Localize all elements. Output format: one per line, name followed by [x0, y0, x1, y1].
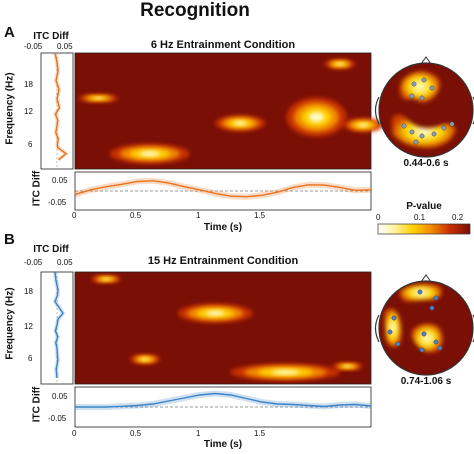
- panel-b-time-tick-05: 0.5: [130, 429, 142, 438]
- panel-a-electrode-10: [449, 121, 455, 127]
- panel-b-frequency-label: Frequency (Hz): [4, 287, 16, 360]
- panel-b-itc-diff-tick-neg: -0.05: [24, 258, 43, 267]
- panel-a-topo-posterior-cluster: [392, 114, 456, 148]
- panel-a-condition-title: 6 Hz Entrainment Condition: [150, 39, 296, 51]
- panel-a-electrode-7: [419, 133, 425, 139]
- panel-b-electrode-7: [437, 345, 443, 351]
- panel-a-heatmap-blob-2-layer-3: [308, 112, 324, 122]
- panel-b-electrode-8: [419, 347, 425, 353]
- panel-a-freq-tick-6: 6: [28, 140, 33, 149]
- panel-a-itc-y-tick-neg: -0.05: [48, 198, 67, 207]
- panel-b-topo-outline: [378, 280, 474, 376]
- panel-b-heatmap-blob-3-layer-3: [343, 365, 352, 368]
- panel-b-topoplot: [374, 274, 474, 376]
- panel-a-itc-diff-label: ITC Diff: [33, 31, 69, 42]
- panel-a-time-label: Time (s): [203, 222, 243, 233]
- panel-b-topo-left-cluster: [384, 308, 402, 348]
- panel-a-topo-electrodes: [401, 77, 455, 145]
- panel-a-electrode-3: [409, 93, 415, 99]
- panel-a-time-tick-05: 0.5: [130, 211, 142, 220]
- panel-a-heatmap-blob-4-layer-3: [336, 62, 344, 66]
- panel-a-itc-diff-tick-neg: -0.05: [24, 42, 43, 51]
- panel-b-itc-profile-line: [54, 271, 64, 379]
- panel-b-letter: B: [4, 231, 15, 248]
- panel-a-itc-diff-tick-pos: 0.05: [57, 42, 73, 51]
- panel-b-electrode-0: [417, 289, 423, 295]
- panel-b-topo-center-cluster: [411, 323, 443, 353]
- panel-a-electrode-9: [441, 125, 447, 131]
- panel-b-time-label: Time (s): [203, 439, 243, 450]
- panel-b-time-tick-0: 0: [72, 429, 77, 438]
- panel-b-itc-y-tick-neg: -0.05: [48, 414, 67, 423]
- colorbar-tick-02: 0.2: [452, 213, 464, 222]
- panel-a-time-tick-15: 1.5: [254, 211, 266, 220]
- panel-a-topo-left-ear: [374, 96, 380, 125]
- panel-a-heatmap-blob-3-layer-3: [358, 123, 369, 127]
- panel-a-electrode-8: [431, 131, 437, 137]
- panel-a-electrode-11: [413, 139, 419, 145]
- panel-b-condition-title: 15 Hz Entrainment Condition: [147, 255, 299, 267]
- panel-b-topo-nose: [420, 274, 432, 283]
- colorbar-label: P-value: [406, 201, 442, 212]
- panel-b-heatmap-blob-2-layer-3: [141, 358, 149, 361]
- panel-a-itc-profile-band: [53, 52, 70, 162]
- panel-a-topoplot: [374, 56, 474, 158]
- panel-b-freq-tick-18: 18: [24, 287, 33, 296]
- panel-a-letter: A: [4, 24, 15, 41]
- panel-a-itc-profile-line: [54, 52, 68, 161]
- colorbar-tick-0: 0: [376, 213, 381, 222]
- panel-a-time-tick-1: 1: [196, 211, 201, 220]
- panel-a-topo-outline: [378, 62, 474, 158]
- panel-a-electrode-2: [429, 85, 435, 91]
- panel-b-itc-diff-label: ITC Diff: [33, 244, 69, 255]
- panel-a-freq-tick-18: 18: [24, 80, 33, 89]
- panel-b-timecourse-line: [75, 392, 372, 408]
- panel-b-electrode-4: [395, 341, 401, 347]
- panel-b-time-tick-15: 1.5: [254, 429, 266, 438]
- panel-a-topo-label: 0.44-0.6 s: [403, 158, 449, 169]
- panel-b-topo-electrodes: [387, 289, 443, 353]
- panel-b-heatmap-blobs: [91, 275, 363, 381]
- panel-b-topo-label: 0.74-1.06 s: [400, 376, 452, 387]
- colorbar-tick-01: 0.1: [414, 213, 426, 222]
- panel-b-heatmap-blob-1-layer-3: [271, 370, 300, 375]
- colorbar-gradient: [377, 223, 471, 235]
- panel-b-heatmap-bg: [74, 271, 372, 385]
- panel-b-electrode-3: [387, 329, 393, 335]
- panel-a-topo-frontal-cluster: [399, 71, 440, 103]
- panel-b-heatmap-blob-0-layer-3: [205, 310, 225, 316]
- panel-b-freq-tick-12: 12: [24, 322, 33, 331]
- panel-a-heatmap-blob-5-layer-3: [93, 97, 104, 100]
- panel-a-topo-nose: [420, 56, 432, 65]
- panel-a-heatmap-blob-0-layer-3: [139, 151, 160, 157]
- panel-b-time-tick-1: 1: [196, 429, 201, 438]
- panel-b-heatmap-blob-4-layer-3: [102, 278, 110, 281]
- panel-a-electrode-4: [419, 95, 425, 101]
- figure-title: Recognition: [140, 0, 250, 21]
- panel-a-electrode-6: [409, 129, 415, 135]
- panel-a-itc-y-tick-pos: 0.05: [52, 176, 68, 185]
- panel-a-freq-tick-12: 12: [24, 107, 33, 116]
- panel-a-time-tick-0: 0: [72, 211, 77, 220]
- panel-a-heatmap-blob-1-layer-3: [233, 121, 247, 126]
- panel-b-topo-left-ear: [374, 314, 380, 343]
- panel-b-electrode-1: [433, 295, 439, 301]
- panel-a-electrode-1: [421, 77, 427, 83]
- panel-b-itc-y-label: ITC Diff: [31, 386, 43, 423]
- panel-a-electrode-5: [401, 123, 407, 129]
- panel-a-heatmap-blobs: [78, 59, 384, 164]
- panel-a-electrode-0: [411, 81, 417, 87]
- panel-b-electrode-5: [421, 331, 427, 337]
- panel-b-electrode-9: [429, 305, 435, 311]
- panel-b-electrode-2: [391, 315, 397, 321]
- panel-b-itc-y-tick-pos: 0.05: [52, 392, 68, 401]
- panel-a-timecourse-line: [74, 180, 372, 198]
- panel-b-freq-tick-6: 6: [28, 354, 33, 363]
- panel-b-electrode-6: [433, 339, 439, 345]
- panel-b-itc-diff-tick-pos: 0.05: [57, 258, 73, 267]
